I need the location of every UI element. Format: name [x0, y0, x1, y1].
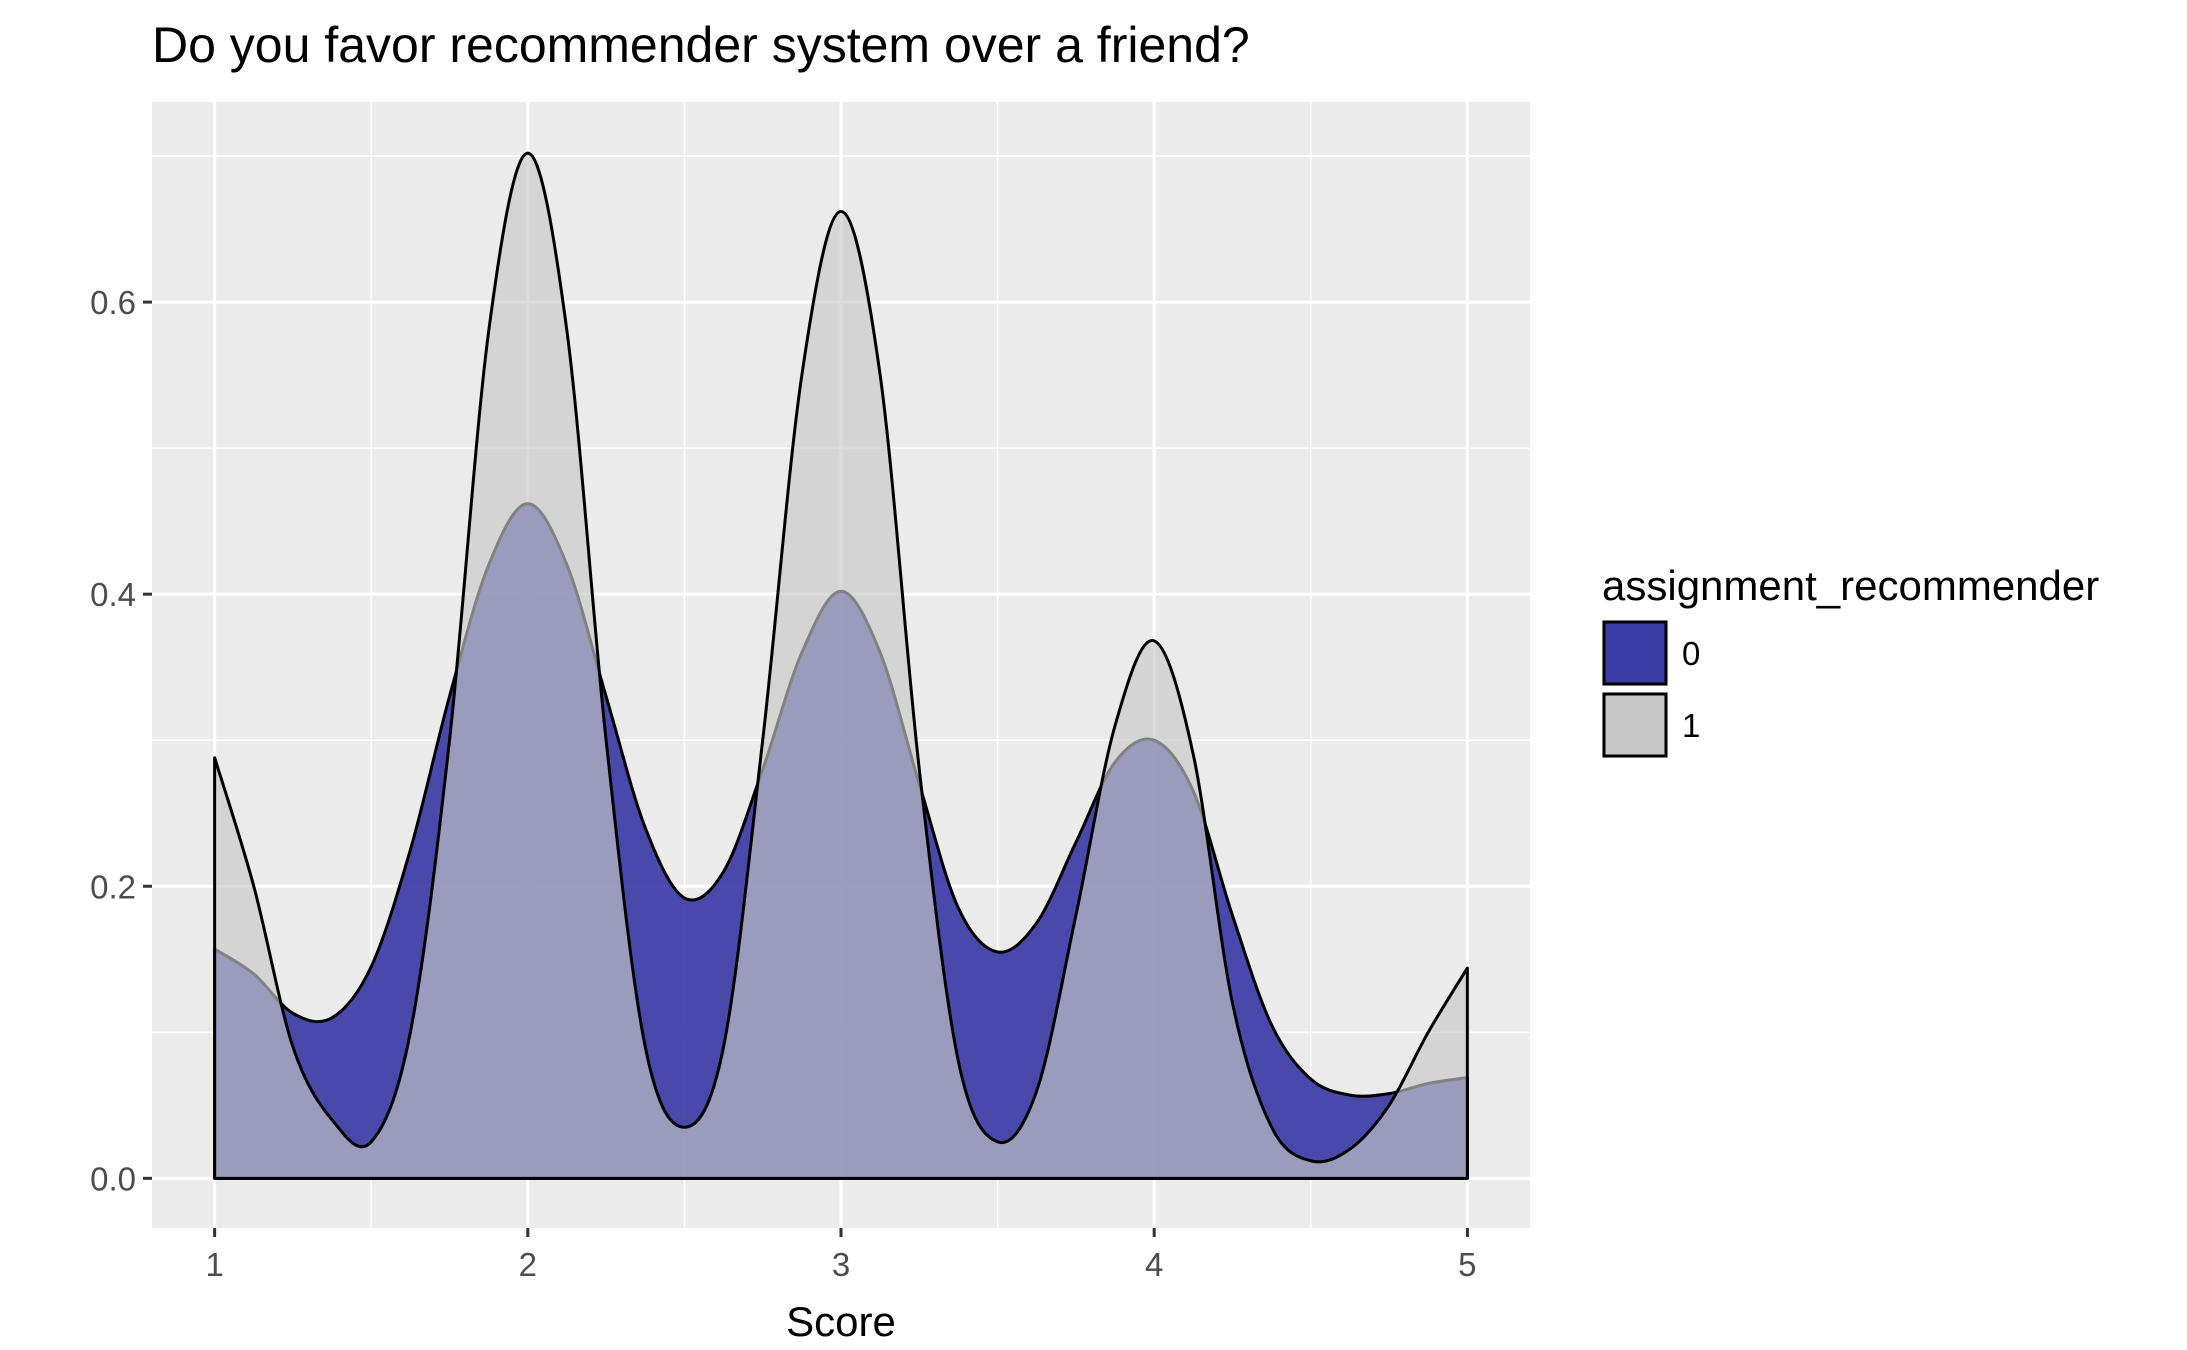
y-tick-label-3: 0.6 [90, 284, 136, 321]
legend-title: assignment_recommender [1602, 562, 2099, 609]
density-areas [213, 151, 1469, 1180]
y-tick-label-2: 0.4 [90, 576, 136, 613]
x-tick-label-3: 4 [1145, 1246, 1163, 1283]
x-axis: 1 2 3 4 5 [205, 1228, 1477, 1283]
y-axis: 0.0 0.2 0.4 0.6 [90, 284, 152, 1197]
x-tick-label-2: 3 [832, 1246, 850, 1283]
legend-label-1: 1 [1682, 707, 1700, 744]
legend-key-0 [1602, 620, 1668, 686]
x-tick-label-0: 1 [205, 1246, 223, 1283]
y-tick-label-0: 0.0 [90, 1160, 136, 1197]
x-tick-label-4: 5 [1458, 1246, 1476, 1283]
y-tick-label-1: 0.2 [90, 868, 136, 905]
chart-title: Do you favor recommender system over a f… [152, 17, 1250, 73]
legend-key-1 [1602, 692, 1668, 758]
legend-label-0: 0 [1682, 635, 1700, 672]
x-axis-title: Score [786, 1298, 896, 1345]
density-area-series-1 [213, 151, 1469, 1180]
x-tick-label-1: 2 [519, 1246, 537, 1283]
legend: assignment_recommender 0 1 [1602, 562, 2099, 758]
